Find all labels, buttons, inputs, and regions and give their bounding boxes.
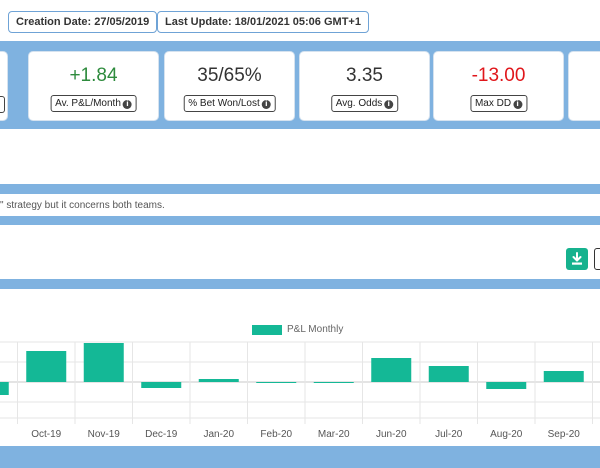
x-tick-label: Dec-19: [145, 429, 178, 440]
stat-value: +1.84: [69, 65, 118, 86]
stat-value: 3.35: [346, 65, 383, 86]
bottom-band: [0, 446, 600, 468]
x-tick-label: Jul-20: [435, 429, 463, 440]
bar-sep-20[interactable]: [543, 371, 584, 382]
bar-jul-20[interactable]: [428, 366, 469, 382]
info-circle-icon[interactable]: i: [261, 100, 271, 109]
bar-nov-19[interactable]: [83, 343, 124, 382]
x-tick-label: Jan-20: [203, 429, 234, 440]
x-tick-label: Aug-20: [490, 429, 523, 440]
stat-value: 35/65%: [197, 65, 262, 86]
stat-card-max-dd: -13.00 Max DD i: [433, 51, 564, 121]
stat-label-button[interactable]: Max DD i: [469, 95, 528, 112]
creation-date-badge: Creation Date: 27/05/2019: [8, 11, 158, 33]
bar-jun-20[interactable]: [371, 358, 412, 382]
stat-label-text: Max DD: [474, 98, 512, 109]
bar-sep-19[interactable]: [0, 382, 9, 395]
stat-label-text: % Bet Won/Lost: [188, 98, 260, 109]
bar-feb-20[interactable]: [256, 382, 297, 383]
section-divider: [0, 184, 600, 194]
export-button[interactable]: [594, 248, 600, 270]
stat-card-partial-left: [0, 51, 8, 121]
stat-card-bet-won-lost: 35/65% % Bet Won/Lost i: [164, 51, 295, 121]
info-circle-icon[interactable]: i: [122, 100, 132, 109]
description-panel: " strategy but it concerns both teams.: [0, 194, 600, 216]
info-circle-icon[interactable]: i: [384, 100, 394, 109]
x-tick-label: Mar-20: [318, 429, 350, 440]
download-button[interactable]: [566, 248, 588, 270]
empty-section: [0, 129, 600, 184]
stat-card-avg-pl-month: +1.84 Av. P&L/Month i: [28, 51, 159, 121]
stat-value: -13.00: [471, 65, 526, 86]
legend-swatch: [252, 325, 282, 335]
x-tick-label: Jun-20: [376, 429, 407, 440]
bar-oct-19[interactable]: [26, 351, 67, 382]
bar-aug-20[interactable]: [486, 382, 527, 389]
last-update-badge: Last Update: 18/01/2021 05:06 GMT+1: [157, 11, 369, 33]
stat-label-text: Av. P&L/Month: [55, 98, 121, 109]
strategy-description: " strategy but it concerns both teams.: [0, 200, 165, 211]
x-tick-label: Oct-19: [31, 429, 61, 440]
x-tick-label: Nov-19: [88, 429, 121, 440]
bar-dec-19[interactable]: [141, 382, 182, 388]
stat-label-button[interactable]: % Bet Won/Lost i: [183, 95, 276, 112]
stat-label-text: Avg. Odds: [335, 98, 383, 109]
legend-label: P&L Monthly: [287, 324, 344, 335]
download-icon: [572, 252, 582, 265]
bar-jan-20[interactable]: [198, 379, 239, 382]
stat-card-label-fragment: [0, 96, 5, 113]
stat-card-avg-odds: 3.35 Avg. Odds i: [299, 51, 430, 121]
stat-card-partial-right: [568, 51, 600, 121]
info-circle-icon[interactable]: i: [513, 100, 523, 109]
x-tick-label: Feb-20: [260, 429, 292, 440]
x-tick-label: Sep-20: [548, 429, 581, 440]
section-divider: [0, 279, 600, 289]
stat-label-button[interactable]: Av. P&L/Month i: [50, 95, 137, 112]
section-divider: [0, 216, 600, 225]
bar-mar-20[interactable]: [313, 382, 354, 383]
stat-label-button[interactable]: Avg. Odds i: [330, 95, 399, 112]
pl-monthly-chart: 9Oct-19Nov-19Dec-19Jan-20Feb-20Mar-20Jun…: [0, 341, 600, 440]
